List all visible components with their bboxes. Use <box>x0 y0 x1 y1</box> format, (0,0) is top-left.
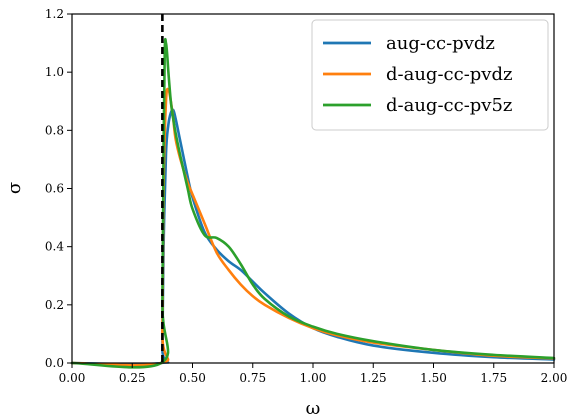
series-layer <box>70 37 556 369</box>
legend: aug-cc-pvdz d-aug-cc-pvdz d-aug-cc-pv5z <box>311 19 549 131</box>
x-axis-label: ω <box>306 398 321 417</box>
x-tick-label: 1.50 <box>420 371 447 385</box>
x-tick-label: 0.00 <box>59 371 86 385</box>
x-tick-label: 1.75 <box>480 371 507 385</box>
x-tick-label: 0.50 <box>179 371 206 385</box>
y-tick-label: 0.0 <box>45 356 64 370</box>
series-line-d-aug-cc-pv5z <box>70 37 556 369</box>
x-tick-label: 1.00 <box>300 371 327 385</box>
y-axis-label: σ <box>4 182 25 194</box>
legend-frame <box>311 19 549 131</box>
x-tick-label: 0.75 <box>239 371 266 385</box>
legend-label-d-aug-cc-pv5z: d-aug-cc-pv5z <box>386 95 512 116</box>
y-tick-label: 1.2 <box>45 7 64 21</box>
x-axis-ticks: 0.00 0.25 0.50 0.75 1.00 1.25 1.50 1.75 2.00 <box>59 363 568 385</box>
x-tick-label: 0.25 <box>119 371 146 385</box>
x-tick-label: 2.00 <box>541 371 568 385</box>
y-tick-label: 0.2 <box>45 298 64 312</box>
y-tick-label: 0.8 <box>45 123 64 137</box>
legend-items: aug-cc-pvdz d-aug-cc-pvdz d-aug-cc-pv5z <box>323 33 512 116</box>
y-tick-label: 0.4 <box>45 240 64 254</box>
x-tick-label: 1.25 <box>360 371 387 385</box>
y-axis-ticks: 0.0 0.2 0.4 0.6 0.8 1.0 1.2 <box>45 7 72 370</box>
y-tick-label: 0.6 <box>45 182 64 196</box>
y-tick-label: 1.0 <box>45 65 64 79</box>
legend-label-aug-cc-pvdz: aug-cc-pvdz <box>386 33 495 54</box>
legend-label-d-aug-cc-pvdz: d-aug-cc-pvdz <box>386 64 512 85</box>
